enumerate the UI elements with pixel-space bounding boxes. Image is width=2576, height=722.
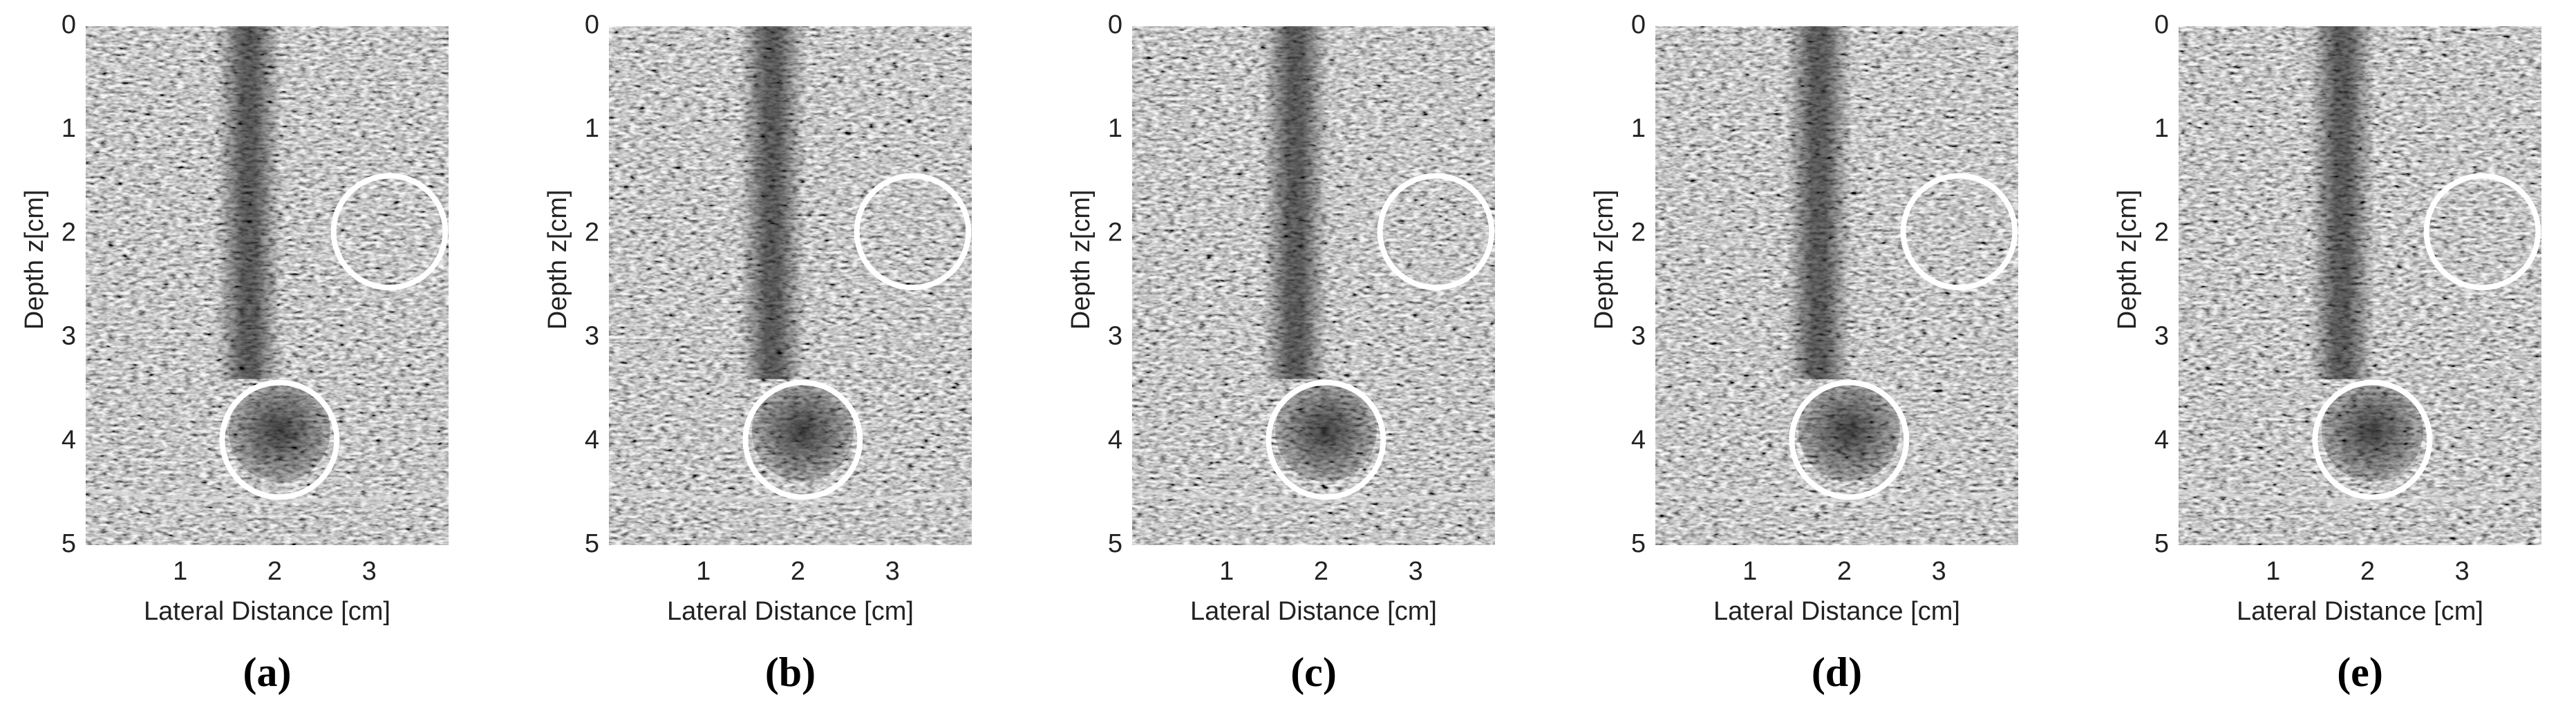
y-tick-label: 0 xyxy=(2154,10,2169,39)
y-tick-label: 1 xyxy=(585,114,599,143)
y-tick-label: 1 xyxy=(62,114,76,143)
x-axis-label: Lateral Distance [cm] xyxy=(2237,597,2483,626)
x-tick-label: 3 xyxy=(885,557,900,586)
panel: 0 1 2 3 4 5 1 2 3 Lateral Distance [cm] Depth z[cm… xyxy=(1066,10,1496,695)
x-tick-label: 1 xyxy=(1742,557,1757,586)
y-tick-label: 2 xyxy=(2154,218,2169,247)
x-axis-label: Lateral Distance [cm] xyxy=(1190,597,1437,626)
y-tick-label: 2 xyxy=(585,218,599,247)
x-tick-label: 1 xyxy=(2266,557,2280,586)
roi-circle xyxy=(1377,173,1495,291)
x-tick-label: 2 xyxy=(1314,557,1328,586)
y-tick-label: 1 xyxy=(1108,114,1122,143)
x-tick-label: 3 xyxy=(1932,557,1946,586)
panel-label: (d) xyxy=(1812,649,1862,695)
roi-circle xyxy=(219,379,340,500)
y-tick-label: 1 xyxy=(2154,114,2169,143)
x-axis-label: Lateral Distance [cm] xyxy=(1713,597,1960,626)
shadow-band xyxy=(1786,26,1852,379)
cyst xyxy=(751,380,854,482)
x-tick-label: 3 xyxy=(2455,557,2470,586)
y-tick-label: 5 xyxy=(2154,529,2169,558)
x-tick-label: 1 xyxy=(696,557,711,586)
y-tick-label: 3 xyxy=(62,322,76,351)
x-tick-label: 2 xyxy=(791,557,805,586)
roi-circle xyxy=(1789,379,1910,500)
y-tick-label: 0 xyxy=(1108,10,1122,39)
cyst xyxy=(1275,380,1377,482)
roi-circle xyxy=(2312,379,2433,500)
y-tick-label: 5 xyxy=(585,529,599,558)
x-tick-label: 1 xyxy=(173,557,187,586)
bright-reflector xyxy=(1655,488,2019,503)
y-tick-label: 2 xyxy=(1631,218,1646,247)
bright-reflector xyxy=(608,488,972,503)
panel: 0 1 2 3 4 5 1 2 3 Lateral Distance [cm] Depth z[cm… xyxy=(2113,10,2542,695)
y-axis-label: Depth z[cm] xyxy=(2113,190,2142,330)
shadow-band xyxy=(2309,26,2375,379)
y-axis-label: Depth z[cm] xyxy=(1590,190,1619,330)
y-tick-label: 0 xyxy=(1631,10,1646,39)
panel-label: (a) xyxy=(243,649,292,695)
shadow-band xyxy=(1263,26,1328,379)
shadow-band xyxy=(216,26,282,379)
y-tick-label: 4 xyxy=(1631,426,1646,455)
y-tick-label: 5 xyxy=(1631,529,1646,558)
shadow-band xyxy=(740,26,805,379)
y-tick-label: 3 xyxy=(1631,322,1646,351)
y-tick-label: 4 xyxy=(1108,426,1122,455)
panel: 0 1 2 3 4 5 1 2 3 Lateral Distance [cm] Depth z[cm… xyxy=(1590,10,2019,695)
y-tick-label: 3 xyxy=(1108,322,1122,351)
bright-reflector xyxy=(1131,488,1496,503)
y-tick-label: 2 xyxy=(62,218,76,247)
roi-circle xyxy=(742,379,863,500)
cyst xyxy=(2321,380,2423,482)
y-tick-label: 2 xyxy=(1108,218,1122,247)
x-tick-label: 1 xyxy=(1219,557,1234,586)
x-tick-label: 3 xyxy=(362,557,377,586)
y-tick-label: 4 xyxy=(62,426,76,455)
bright-reflector xyxy=(85,488,449,503)
x-tick-label: 2 xyxy=(2360,557,2375,586)
y-tick-label: 4 xyxy=(585,426,599,455)
panel-label: (c) xyxy=(1290,649,1337,695)
roi-circle xyxy=(330,173,449,291)
y-tick-label: 3 xyxy=(2154,322,2169,351)
x-tick-label: 2 xyxy=(267,557,282,586)
y-tick-label: 0 xyxy=(585,10,599,39)
y-tick-label: 5 xyxy=(62,529,76,558)
x-axis-label: Lateral Distance [cm] xyxy=(667,597,914,626)
y-tick-label: 5 xyxy=(1108,529,1122,558)
y-axis-label: Depth z[cm] xyxy=(1066,190,1096,330)
roi-circle xyxy=(854,173,972,291)
panel-label: (e) xyxy=(2337,649,2383,695)
x-tick-label: 3 xyxy=(1409,557,1423,586)
y-tick-label: 1 xyxy=(1631,114,1646,143)
y-axis-label: Depth z[cm] xyxy=(20,190,49,330)
y-tick-label: 3 xyxy=(585,322,599,351)
cyst xyxy=(1798,380,1900,482)
panel: 0 1 2 3 4 5 1 2 3 Lateral Distance [cm] Depth z[cm… xyxy=(543,10,972,695)
roi-circle xyxy=(1266,379,1386,500)
bright-reflector xyxy=(2178,488,2542,503)
y-tick-label: 0 xyxy=(62,10,76,39)
x-axis-label: Lateral Distance [cm] xyxy=(144,597,391,626)
y-axis-label: Depth z[cm] xyxy=(543,190,572,330)
x-tick-label: 2 xyxy=(1837,557,1852,586)
roi-circle xyxy=(1900,173,2018,291)
y-tick-label: 4 xyxy=(2154,426,2169,455)
roi-circle xyxy=(2423,173,2541,291)
cyst xyxy=(228,380,330,482)
panel-label: (b) xyxy=(765,649,816,695)
panel: 0 1 2 3 4 5 1 2 3 Lateral Distance [cm] Depth z[cm… xyxy=(20,10,449,695)
